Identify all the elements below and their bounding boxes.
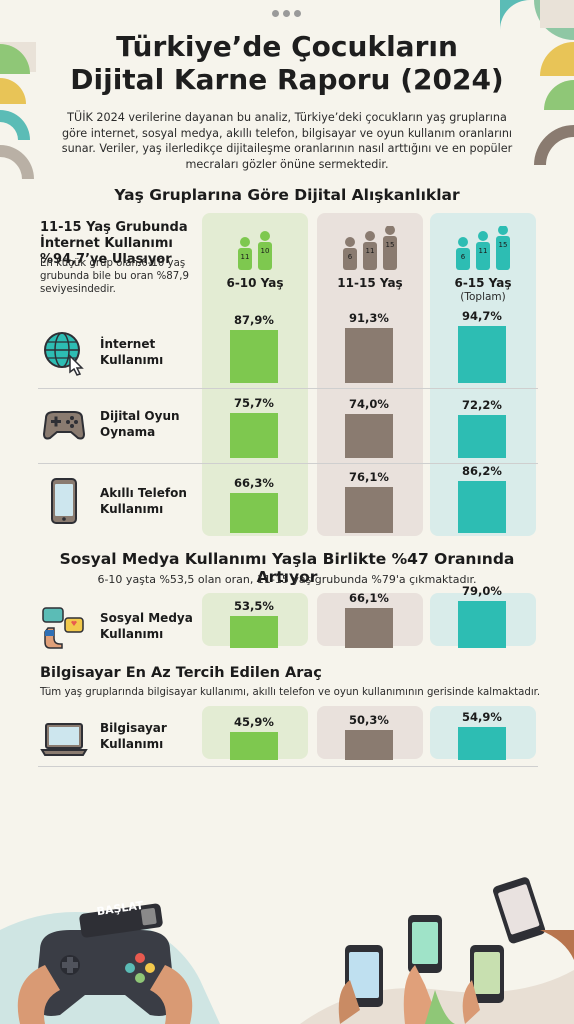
gamepad-illustration xyxy=(17,930,193,1024)
kid-figure: 15 xyxy=(496,226,510,270)
footer-illustration xyxy=(0,877,574,1024)
column-sublabel: (Toplam) xyxy=(460,291,506,303)
row-divider xyxy=(38,766,538,767)
bar-value-label: 76,1% xyxy=(349,470,389,484)
bar xyxy=(458,326,506,383)
section3-title: Bilgisayar En Az Tercih Edilen Araç xyxy=(40,665,322,681)
menu-dots[interactable] xyxy=(272,10,304,18)
bar xyxy=(345,608,393,648)
bar-value-label: 66,1% xyxy=(349,591,389,605)
bar-value-label: 66,3% xyxy=(234,476,274,490)
bar xyxy=(230,413,278,458)
bar xyxy=(345,730,393,760)
row-label-line: İnternet xyxy=(100,337,156,351)
highlight-title: 11-15 Yaş Grubunda İnternet Kullanımı %9… xyxy=(40,220,188,267)
row-divider xyxy=(38,463,538,464)
social-media-icon xyxy=(42,607,84,649)
row-label: İnternet Kullanımı xyxy=(100,336,200,368)
highlight-subtitle: En küçük grup olan 6-10 yaş grubunda bil… xyxy=(40,258,189,295)
title-line-2: Dijital Karne Raporu (2024) xyxy=(70,63,504,96)
bar-value-label: 87,9% xyxy=(234,313,274,327)
bar xyxy=(230,330,278,383)
kids-icon: 6 11 15 xyxy=(343,226,397,270)
gamepad-icon xyxy=(42,411,86,440)
kid-age-label: 11 xyxy=(479,247,488,255)
kid-figure: 11 xyxy=(238,237,252,270)
kid-figure: 11 xyxy=(476,231,490,270)
globe-cursor-icon xyxy=(44,332,84,376)
row-label: Bilgisayar Kullanımı xyxy=(100,720,200,752)
laptop-icon xyxy=(40,723,88,756)
kids-icon: 6 11 15 xyxy=(456,226,510,270)
row-label-line: Akıllı Telefon xyxy=(100,486,187,500)
page-title: Türkiye’de Çocukların Dijital Karne Rapo… xyxy=(60,30,514,96)
phones-illustration xyxy=(338,877,574,1024)
kid-figure: 6 xyxy=(343,237,357,270)
smartphone-icon xyxy=(51,478,77,524)
bar xyxy=(458,601,506,648)
row-label-line: Kullanımı xyxy=(100,627,164,641)
row-label-line: Kullanımı xyxy=(100,353,164,367)
bar xyxy=(458,727,506,760)
bar xyxy=(230,493,278,533)
kid-figure: 11 xyxy=(363,231,377,270)
bar-value-label: 94,7% xyxy=(462,309,502,323)
bar-value-label: 53,5% xyxy=(234,599,274,613)
bar-value-label: 75,7% xyxy=(234,396,274,410)
section2-title: Sosyal Medya Kullanımı Yaşla Birlikte %4… xyxy=(59,550,515,586)
row-label-line: Bilgisayar xyxy=(100,721,167,735)
row-label: Dijital Oyun Oynama xyxy=(100,408,200,440)
kid-age-label: 11 xyxy=(366,247,375,255)
bar-value-label: 50,3% xyxy=(349,713,389,727)
bar xyxy=(458,415,506,458)
title-line-1: Türkiye’de Çocukların xyxy=(116,30,458,63)
row-divider xyxy=(38,388,538,389)
corner-decoration-right xyxy=(500,0,574,165)
row-label-line: Sosyal Medya xyxy=(100,611,193,625)
column-label: 11-15 Yaş xyxy=(337,276,403,290)
bar-value-label: 72,2% xyxy=(462,398,502,412)
section2-subtitle: 6-10 yaşta %53,5 olan oran, 11-15 yaş gr… xyxy=(97,573,477,586)
bar xyxy=(345,414,393,458)
bar xyxy=(345,328,393,383)
bar-value-label: 91,3% xyxy=(349,311,389,325)
bar xyxy=(230,732,278,760)
bar-value-label: 45,9% xyxy=(234,715,274,729)
bar xyxy=(230,616,278,648)
bar xyxy=(458,481,506,533)
row-label-line: Kullanımı xyxy=(100,737,164,751)
row-label-line: Dijital Oyun xyxy=(100,409,180,423)
kid-age-label: 6 xyxy=(348,253,353,261)
kid-age-label: 15 xyxy=(499,241,508,249)
kid-age-label: 6 xyxy=(461,253,466,261)
bar-value-label: 74,0% xyxy=(349,397,389,411)
row-label-line: Kullanımı xyxy=(100,502,164,516)
kid-age-label: 11 xyxy=(241,253,250,261)
kid-age-label: 15 xyxy=(386,241,395,249)
row-label-line: Oynama xyxy=(100,425,156,439)
intro-text: TÜİK 2024 verilerine dayanan bu analiz, … xyxy=(61,111,513,171)
section3-subtitle: Tüm yaş gruplarında bilgisayar kullanımı… xyxy=(40,687,541,698)
kid-figure: 15 xyxy=(383,226,397,270)
corner-decoration-left xyxy=(0,42,36,179)
bar-value-label: 54,9% xyxy=(462,710,502,724)
section1-title: Yaş Gruplarına Göre Dijital Alışkanlıkla… xyxy=(114,186,460,204)
bar-value-label: 79,0% xyxy=(462,584,502,598)
bar xyxy=(345,487,393,533)
kid-figure: 10 xyxy=(258,231,272,270)
row-label: Akıllı Telefon Kullanımı xyxy=(100,485,200,517)
kids-icon: 11 10 xyxy=(238,231,272,270)
start-badge xyxy=(79,903,163,938)
row-label: Sosyal Medya Kullanımı xyxy=(100,610,200,642)
column-label: 6-10 Yaş xyxy=(226,276,284,290)
bar-value-label: 86,2% xyxy=(462,464,502,478)
column-label: 6-15 Yaş xyxy=(454,276,512,290)
kid-figure: 6 xyxy=(456,237,470,270)
kid-age-label: 10 xyxy=(261,247,270,255)
